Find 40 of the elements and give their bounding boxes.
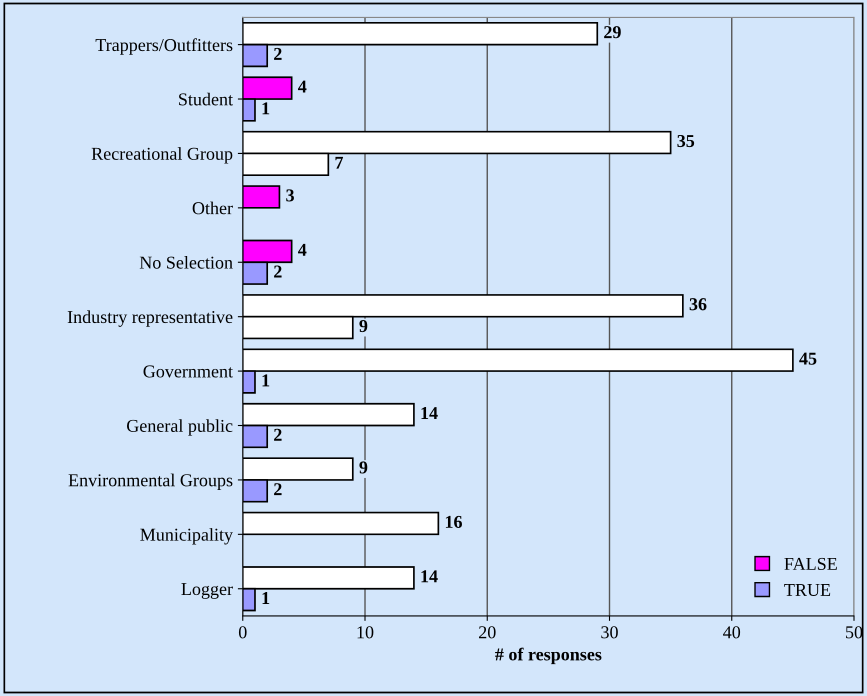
- y-tick-label: Logger: [181, 583, 233, 599]
- data-label: 2: [274, 428, 282, 441]
- data-label: 2: [274, 48, 282, 60]
- data-label: 9: [359, 461, 368, 474]
- y-tick-label: Municipality: [140, 528, 233, 544]
- data-label: 45: [799, 352, 816, 365]
- data-label: 14: [421, 407, 438, 419]
- x-tick-label: 10: [358, 626, 374, 638]
- data-label: 16: [446, 516, 462, 528]
- x-tick-label: 50: [846, 626, 862, 638]
- y-tick-label: Other: [192, 202, 233, 214]
- data-label: 35: [677, 134, 694, 148]
- data-label: 36: [690, 298, 706, 310]
- y-tick-label: Recreational Group: [92, 147, 232, 164]
- data-label: 1: [262, 374, 270, 386]
- data-label: 1: [262, 102, 270, 114]
- y-tick-label: Trappers/Outfitters: [96, 38, 232, 55]
- y-tick-label: Industry representative: [68, 310, 232, 327]
- data-label: 14: [421, 570, 438, 582]
- x-tick-label: 40: [723, 626, 740, 638]
- data-label: 2: [274, 483, 282, 496]
- y-tick-label: Environmental Groups: [68, 474, 232, 490]
- data-label: 9: [359, 320, 368, 332]
- data-label: 4: [298, 244, 306, 256]
- y-tick-label: Government: [144, 365, 233, 378]
- x-tick-label: 0: [238, 626, 247, 638]
- y-tick-label: General public: [126, 419, 232, 436]
- x-tick-label: 20: [479, 626, 496, 638]
- data-label: 4: [298, 80, 306, 92]
- legend-label: TRUE: [784, 584, 830, 596]
- y-tick-label: No Selection: [140, 256, 233, 269]
- y-tick-label: Student: [179, 92, 233, 106]
- data-label: 7: [335, 156, 344, 169]
- data-label: 29: [604, 26, 621, 38]
- x-axis-title: # of responses: [495, 648, 602, 664]
- data-label: 1: [262, 592, 270, 604]
- data-label: 2: [274, 266, 282, 278]
- legend-label: FALSE: [784, 558, 837, 570]
- x-tick-label: 30: [601, 626, 618, 638]
- data-label: 3: [286, 189, 294, 202]
